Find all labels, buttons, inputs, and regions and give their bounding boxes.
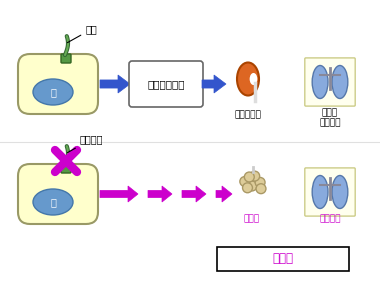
Text: 核: 核: [50, 87, 56, 97]
FancyBboxPatch shape: [305, 168, 355, 216]
Text: 正常な腎臓: 正常な腎臓: [234, 110, 261, 119]
Ellipse shape: [33, 79, 73, 105]
FancyBboxPatch shape: [61, 54, 71, 63]
Polygon shape: [202, 75, 226, 93]
FancyBboxPatch shape: [217, 247, 349, 271]
Text: 正常な
臓器配置: 正常な 臓器配置: [319, 108, 341, 128]
Ellipse shape: [237, 62, 259, 95]
Text: 腎嚢胞: 腎嚢胞: [244, 214, 260, 223]
Ellipse shape: [312, 66, 328, 99]
Text: 繊毛: 繊毛: [67, 24, 98, 43]
Circle shape: [250, 171, 260, 181]
Ellipse shape: [312, 176, 328, 208]
Circle shape: [256, 184, 266, 194]
Polygon shape: [216, 186, 232, 202]
Ellipse shape: [250, 73, 257, 85]
Text: 細胞の方向性: 細胞の方向性: [147, 79, 185, 89]
FancyBboxPatch shape: [305, 58, 355, 106]
Text: 繊毛病: 繊毛病: [272, 252, 293, 266]
FancyBboxPatch shape: [61, 164, 71, 173]
Polygon shape: [182, 186, 206, 202]
Ellipse shape: [33, 189, 73, 215]
Circle shape: [242, 183, 252, 193]
Text: 核: 核: [50, 197, 56, 207]
FancyBboxPatch shape: [18, 54, 98, 114]
Ellipse shape: [332, 66, 348, 99]
Polygon shape: [100, 186, 138, 202]
FancyBboxPatch shape: [18, 164, 98, 224]
Polygon shape: [148, 186, 172, 202]
FancyBboxPatch shape: [129, 61, 203, 107]
Circle shape: [255, 178, 265, 187]
Circle shape: [240, 177, 250, 187]
Text: 内臓逆位: 内臓逆位: [319, 214, 341, 223]
Text: 繊毛欠損: 繊毛欠損: [67, 134, 103, 153]
Polygon shape: [100, 75, 130, 93]
Ellipse shape: [332, 176, 348, 208]
Circle shape: [244, 172, 254, 182]
Circle shape: [247, 181, 257, 191]
